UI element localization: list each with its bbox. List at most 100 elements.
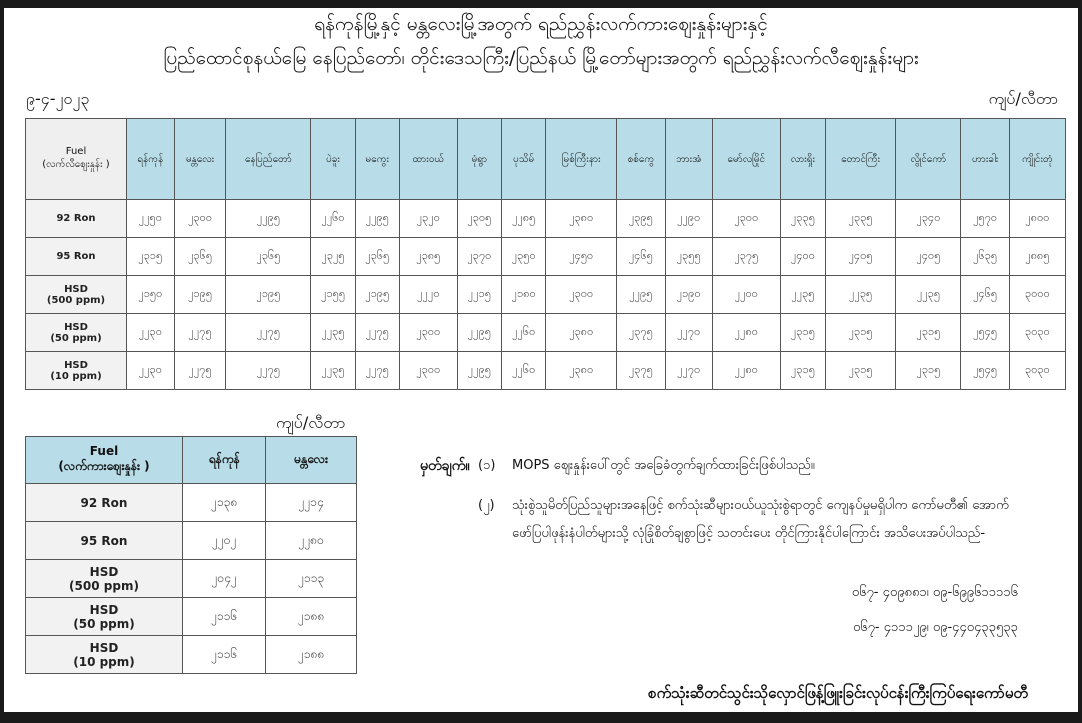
city-header: ပုသိမ် xyxy=(500,118,547,200)
price-cell: ၃၀၀၀ xyxy=(1008,275,1067,314)
price-cell: ၂၂၁၄ xyxy=(265,483,357,522)
price-cell: ၂၁၈၀ xyxy=(500,275,547,314)
price-cell: ၂၂၀၂ xyxy=(181,521,267,560)
note-1: (၁) MOPS ဈေးနှုန်းပေါ်တွင် အခြေခံတွက်ချက်… xyxy=(478,452,815,480)
fuel-type: HSD (10 ppm) xyxy=(25,635,183,674)
note-number: (၁) xyxy=(478,458,496,473)
price-cell: ၂၅၄၅ xyxy=(960,313,1010,352)
city-header: မကွေး xyxy=(354,118,400,200)
title-line-2: ပြည်ထောင်စုနယ်မြေ နေပြည်တော်၊ တိုင်းဒေသက… xyxy=(163,47,919,69)
price-cell: ၂၃၁၅ xyxy=(895,351,962,390)
price-cell: ၂၃၅၅ xyxy=(664,237,713,276)
price-cell: ၂၂၇၅ xyxy=(354,313,400,352)
date: ၉-၄-၂၀၂၃ xyxy=(26,89,90,108)
price-cell: ၂၃၈၅ xyxy=(398,237,458,276)
price-cell: ၂၁၁၃ xyxy=(265,559,357,598)
price-cell: ၂၃၂၀ xyxy=(398,199,458,238)
price-cell: ၂၁၃၈ xyxy=(181,483,267,522)
title-line-1: ရန်ကုန်မြို့နှင့် မန္တလေးမြို့အတွက် ရည်ည… xyxy=(314,13,768,35)
city-header: ထားဝယ် xyxy=(398,118,458,200)
price-cell: ၂၂၉၅ xyxy=(616,275,666,314)
price-cell: ၂၂၉၅ xyxy=(456,313,503,352)
price-cell: ၂၃၁၅ xyxy=(126,237,175,276)
price-cell: ၂၁၉၅ xyxy=(173,275,227,314)
price-cell: ၂၂၃၅ xyxy=(310,351,356,390)
notes-label: မှတ်ချက်။ xyxy=(420,458,470,474)
price-cell: ၂၀၄၂ xyxy=(181,559,267,598)
note-number: (၂) xyxy=(478,498,495,513)
price-cell: ၂၂၉၅ xyxy=(225,199,312,238)
price-cell: ၂၂၈၅ xyxy=(500,199,547,238)
price-cell: ၂၁၈၈ xyxy=(265,597,357,636)
city-header: မန္တလေး xyxy=(173,118,227,200)
fuel-grade: (10 ppm) xyxy=(50,370,102,382)
table-row: HSD (10 ppm) ၂၁၁၆ ၂၁၈၈ xyxy=(25,635,357,674)
price-cell: ၂၃၃၅ xyxy=(824,199,897,238)
fuel-type: 92 Ron xyxy=(25,483,183,522)
price-cell: ၂၃၂၅ xyxy=(310,237,356,276)
price-cell: ၂၁၁၆ xyxy=(181,597,267,636)
fuel-name: HSD xyxy=(64,321,88,333)
price-cell: ၂၃၆၅ xyxy=(225,237,312,276)
price-cell: ၂၂၇၀ xyxy=(664,313,713,352)
price-cell: ၂၃၀၅ xyxy=(456,199,503,238)
fuel-name: 95 Ron xyxy=(80,533,128,548)
price-cell: ၂၃၄၀ xyxy=(895,199,962,238)
price-cell: ၂၂၈၀ xyxy=(711,313,781,352)
phone-numbers-2: ၀၆၇- ၄၁၁၁၂၉၊ ၀၉-၄၄၀၄၃၃၅၃၃ xyxy=(852,620,1018,635)
price-cell: ၂၅၄၅ xyxy=(960,351,1010,390)
wholesale-price-table: Fuel (လက်ကားဈေးနှုန်း ) ရန်ကုန် မန္တလေး 92 R… xyxy=(25,436,357,674)
price-cell: ၂၁၉၀ xyxy=(664,275,713,314)
city-header: မော်လမြိုင် xyxy=(711,118,781,200)
price-cell: ၂၃၀၀ xyxy=(398,351,458,390)
price-cell: ၂၂၃၀ xyxy=(126,313,175,352)
fuel-type: HSD (10 ppm) xyxy=(25,351,127,390)
price-cell: ၂၂၃၀ xyxy=(126,351,175,390)
city-header: မုံရွာ xyxy=(456,118,503,200)
price-cell: ၂၄၆၅ xyxy=(616,237,666,276)
price-cell: ၂၂၃၅ xyxy=(779,275,826,314)
price-cell: ၂၃၆၅ xyxy=(173,237,227,276)
fuel-type: 92 Ron xyxy=(25,199,127,238)
table-row: 92 Ron ၂၁၃၈ ၂၂၁၄ xyxy=(25,483,357,522)
table-row: 95 Ron ၂၂၀၂ ၂၂၈၀ xyxy=(25,521,357,560)
price-cell: ၂၃၁၅ xyxy=(824,313,897,352)
city-header: ဘားအံ xyxy=(664,118,713,200)
fuel-grade: (50 ppm) xyxy=(73,616,135,631)
price-cell: ၂၃၈၀ xyxy=(545,313,618,352)
price-cell: ၂၄၀၅ xyxy=(824,237,897,276)
fuel-header-label: Fuel xyxy=(89,444,119,458)
price-cell: ၂၃၆၅ xyxy=(354,237,400,276)
city-header: ဟားခါး xyxy=(960,118,1010,200)
fuel-name: HSD xyxy=(89,640,119,655)
fuel-header: Fuel (လက်ကားဈေးနှုန်း ) xyxy=(25,436,183,484)
city-header: ကျိုင်းတုံ xyxy=(1008,118,1067,200)
city-header: မြစ်ကြီးနား xyxy=(545,118,618,200)
price-cell: ၂၂၆၀ xyxy=(500,351,547,390)
city-header: စစ်ကွေ xyxy=(616,118,666,200)
price-cell: ၂၃၇၅ xyxy=(616,313,666,352)
price-cell: ၂၂၈၀ xyxy=(711,351,781,390)
header-row: Fuel (လက်ကားဈေးနှုန်း ) ရန်ကုန် မန္တလေး xyxy=(25,436,357,484)
phone-numbers-1: ၀၆၇- ၄၀၉၈၈၁၊ ၀၉-၆၉၉၆၁၁၁၁၆ xyxy=(851,585,1018,600)
price-cell: ၂၄၅၀ xyxy=(545,237,618,276)
price-cell: ၂၂၇၅ xyxy=(225,351,312,390)
fuel-type: 95 Ron xyxy=(25,237,127,276)
price-cell: ၂၃၁၅ xyxy=(779,351,826,390)
price-cell: ၂၂၉၀ xyxy=(664,199,713,238)
unit-label: ကျပ်/လီတာ xyxy=(988,89,1058,108)
price-cell: ၂၂၅၀ xyxy=(126,199,175,238)
price-cell: ၂၂၆၀ xyxy=(500,313,547,352)
price-cell: ၃၀၃၀ xyxy=(1008,351,1067,390)
price-cell: ၂၂၇၀ xyxy=(664,351,713,390)
price-cell: ၂၂၇၅ xyxy=(173,313,227,352)
price-cell: ၂၂၀၀ xyxy=(711,275,781,314)
city-header: ပဲခူး xyxy=(310,118,356,200)
note-text: MOPS ဈေးနှုန်းပေါ်တွင် အခြေခံတွက်ချက်ထား… xyxy=(512,458,815,473)
price-cell: ၂၃၀၀ xyxy=(545,275,618,314)
table-row: HSD (500 ppm) ၂၀၄၂ ၂၁၁၃ xyxy=(25,559,357,598)
table-row: HSD (500 ppm) ၂၁၅၀ ၂၁၉၅ ၂၁၉၅ ၂၁၅၅ ၂၁၉၅ ၂၂၂၀ ၂၂၁၅… xyxy=(25,275,1067,314)
price-cell: ၂၃၀၀ xyxy=(711,199,781,238)
price-cell: ၂၃၈၀ xyxy=(545,199,618,238)
header-row: Fuel (လက်လီဈေးနှုန်း ) ရန်ကုန် မန္တလေး နေပြည… xyxy=(25,118,1067,200)
